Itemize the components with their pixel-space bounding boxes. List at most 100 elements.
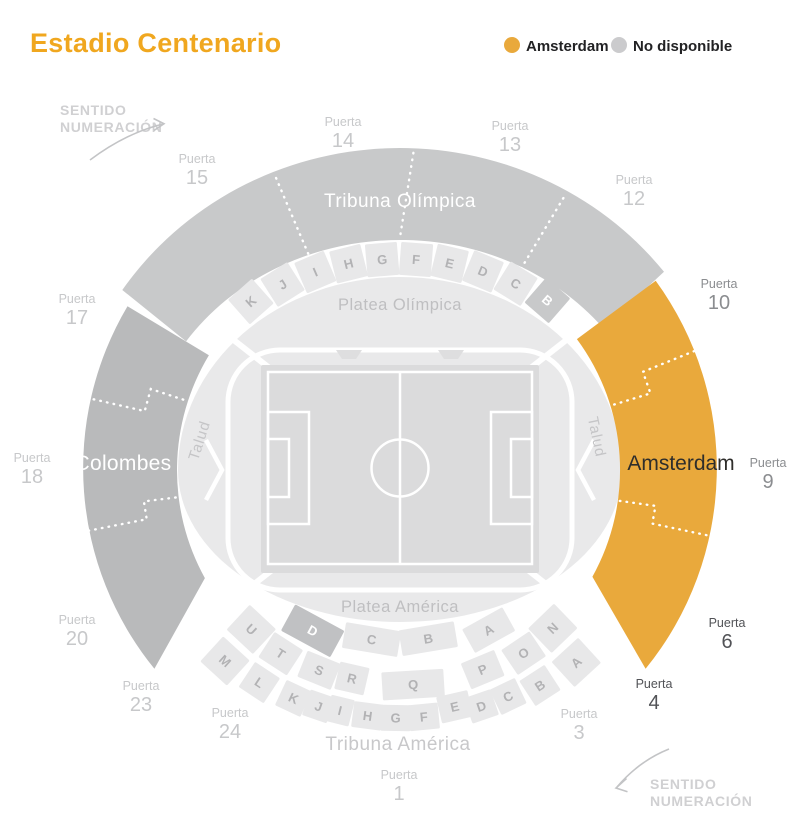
seat-block-shape <box>200 636 250 686</box>
gate-labels: Puerta15Puerta14Puerta13Puerta12Puerta17… <box>14 115 787 805</box>
seat-block-shape <box>398 241 434 278</box>
seat-block-shape <box>398 621 458 656</box>
seat-block-label: E <box>444 255 456 272</box>
section-divider <box>273 172 310 255</box>
seat-block-shape <box>275 680 312 717</box>
seat-block-label: G <box>377 252 388 268</box>
legend-label-unavailable: No disponible <box>633 38 732 55</box>
section-divider <box>80 496 177 534</box>
legend-dot-unavailable-icon <box>611 37 627 53</box>
seat-block-shape <box>436 690 474 724</box>
seat-block-shape <box>239 662 280 703</box>
seat-block-G: G <box>364 241 400 278</box>
label-colombes: Colombes <box>75 452 172 475</box>
gate-word: Puerta <box>179 152 216 166</box>
seat-block-C: C <box>342 622 402 657</box>
seat-block-shape <box>407 702 440 732</box>
seat-block-D: D <box>281 604 344 657</box>
seat-block-label: H <box>362 708 373 724</box>
gate-word: Puerta <box>14 451 51 465</box>
numbering-direction-bottom-right: SENTIDO NUMERACIÓN <box>614 748 752 809</box>
seat-block-shape <box>462 250 504 293</box>
seat-block-A: A <box>462 607 515 653</box>
direction-arrowhead-icon <box>153 117 166 132</box>
seat-block-H: H <box>329 244 368 284</box>
direction-note-line1: SENTIDO <box>650 776 716 792</box>
seat-block-shape <box>329 244 368 284</box>
seat-block-H: H <box>351 701 384 731</box>
seat-block-shape <box>430 243 469 283</box>
seat-block-shape <box>334 661 370 696</box>
stand-amsterdam[interactable] <box>576 280 717 669</box>
seat-block-B: B <box>519 665 561 706</box>
seat-block-shape <box>342 622 402 657</box>
gate-word: Puerta <box>561 707 598 721</box>
seat-block-shape <box>297 651 341 690</box>
gate-number: 17 <box>66 307 88 329</box>
seat-block-shape <box>462 607 515 653</box>
seat-block-label: G <box>391 710 401 725</box>
seat-block-shape <box>493 261 538 306</box>
label-platea-america: Platea América <box>341 598 459 616</box>
gate-word: Puerta <box>212 706 249 720</box>
seat-block-shape <box>325 694 355 727</box>
numbering-direction-top-left: SENTIDO NUMERACIÓN <box>60 102 166 161</box>
seat-block-label: C <box>366 631 378 647</box>
section-divider <box>399 147 416 236</box>
gate-word: Puerta <box>59 613 96 627</box>
seat-block-shape <box>227 605 276 654</box>
seat-block-I: I <box>325 694 355 727</box>
stand-tribuna-olimpica <box>122 148 665 342</box>
direction-note-line1: SENTIDO <box>60 102 126 118</box>
gate-number: 4 <box>648 692 659 714</box>
gate-number: 3 <box>573 722 584 744</box>
seat-block-shape <box>501 631 546 675</box>
seat-block-E: E <box>436 690 474 724</box>
page-title: Estadio Centenario <box>30 28 281 58</box>
seat-block-U: U <box>227 605 276 654</box>
seat-block-shape <box>525 278 570 323</box>
tunnel-notch <box>438 350 464 359</box>
seat-block-D: D <box>464 689 499 724</box>
seat-block-J: J <box>260 262 305 307</box>
football-pitch <box>261 365 539 573</box>
gate-number: 14 <box>332 130 354 152</box>
gate-number: 6 <box>721 631 732 653</box>
seat-block-D: D <box>462 250 504 293</box>
seat-block-N: N <box>528 604 577 653</box>
label-tribuna-america: Tribuna América <box>325 734 470 755</box>
seat-block-M: M <box>200 636 250 686</box>
label-tribuna-olimpica: Tribuna Olímpica <box>324 191 476 212</box>
legend-dot-available-icon <box>504 37 520 53</box>
gate-word: Puerta <box>492 119 529 133</box>
seat-block-C: C <box>489 678 527 715</box>
seat-block-label: I <box>311 264 320 279</box>
label-platea-olimpica: Platea Olímpica <box>338 296 462 314</box>
seat-block-P: P <box>461 650 505 689</box>
seat-block-label: B <box>422 631 434 647</box>
gate-number: 20 <box>66 628 88 650</box>
gate-word: Puerta <box>636 677 673 691</box>
label-amsterdam[interactable]: Amsterdam <box>627 452 734 475</box>
seat-block-shape <box>258 632 303 675</box>
section-divider <box>519 192 567 270</box>
seat-block-label: E <box>449 698 461 715</box>
seat-block-I: I <box>294 251 337 293</box>
gate-number: 13 <box>499 134 521 156</box>
section-divider <box>618 499 724 540</box>
seat-block-shape <box>552 638 601 687</box>
seat-block-label: F <box>419 709 428 725</box>
talud-right-chevron <box>575 438 596 502</box>
gate-word: Puerta <box>701 277 738 291</box>
seat-row-america-outer: LK J I H G F E DCB <box>239 662 561 732</box>
seat-row-platea-olimpica: KJI H G F E DCB <box>228 241 570 324</box>
gate-number: 12 <box>623 188 645 210</box>
direction-note-line2: NUMERACIÓN <box>650 792 752 809</box>
